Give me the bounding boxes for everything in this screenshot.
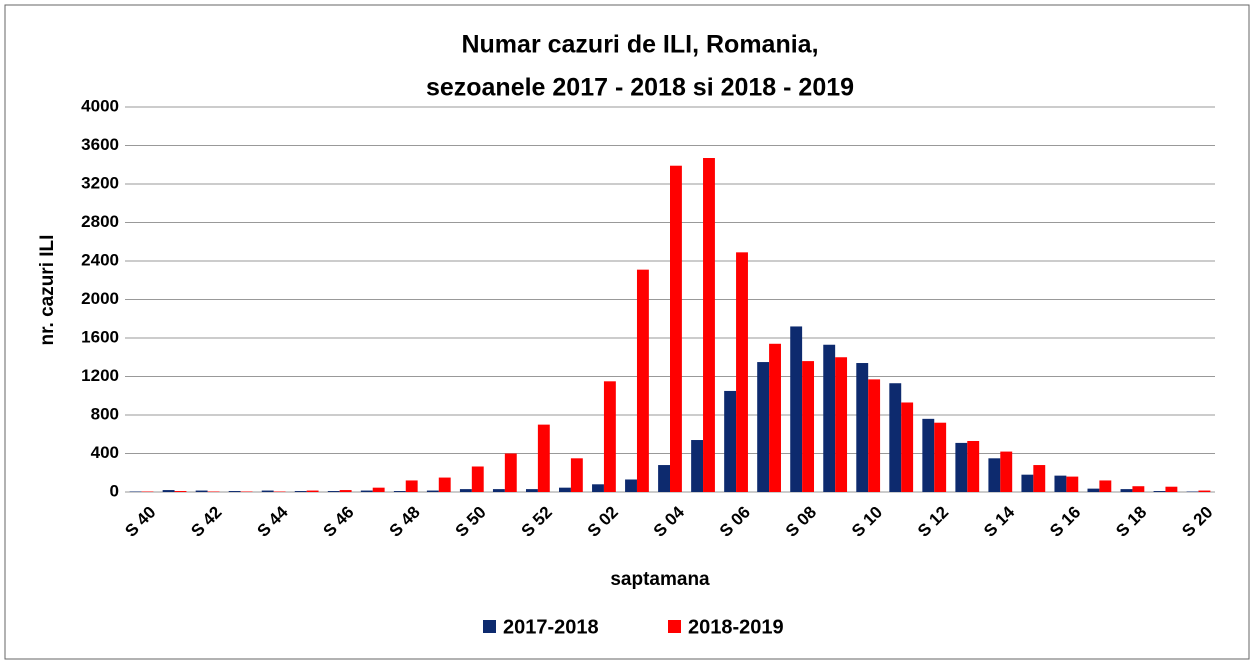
legend-label: 2017-2018 xyxy=(503,616,599,638)
bar xyxy=(691,440,704,492)
bar xyxy=(901,402,914,492)
y-tick-label: 800 xyxy=(91,404,119,423)
bar xyxy=(1087,488,1100,492)
bar xyxy=(988,458,1001,492)
bar xyxy=(1132,486,1145,492)
bar xyxy=(559,487,571,492)
bar xyxy=(1021,474,1034,492)
bar xyxy=(592,484,604,492)
bar xyxy=(703,158,715,492)
bar xyxy=(603,381,616,492)
y-tick-label: 2400 xyxy=(81,250,119,269)
bar xyxy=(636,269,649,492)
bar xyxy=(405,480,418,492)
bar xyxy=(1000,451,1013,492)
bar xyxy=(174,491,187,492)
bar xyxy=(471,466,484,492)
bar xyxy=(492,489,505,492)
bar xyxy=(306,490,319,492)
bar xyxy=(1153,491,1166,492)
legend-swatch xyxy=(668,620,681,633)
bar xyxy=(835,357,848,492)
bar xyxy=(790,326,803,492)
y-tick-label: 1200 xyxy=(81,366,119,385)
bar xyxy=(339,490,352,492)
legend-label: 2018-2019 xyxy=(688,616,784,638)
bar xyxy=(757,362,770,492)
bar xyxy=(889,383,902,492)
bar xyxy=(724,390,737,492)
bar xyxy=(525,489,538,492)
bar xyxy=(1033,465,1046,492)
bar xyxy=(294,491,307,492)
bar xyxy=(162,490,175,492)
legend-swatch xyxy=(483,620,496,633)
bar xyxy=(537,424,550,492)
y-tick-label: 2000 xyxy=(81,289,119,308)
bar xyxy=(426,490,439,492)
bar xyxy=(670,165,682,492)
bar xyxy=(393,491,406,492)
y-tick-label: 4000 xyxy=(81,96,119,115)
x-axis-label: saptamana xyxy=(610,569,710,590)
y-tick-label: 2800 xyxy=(81,212,119,231)
bar xyxy=(504,453,517,492)
bar xyxy=(1099,480,1112,492)
bar xyxy=(625,479,637,492)
bar xyxy=(261,490,274,492)
bar xyxy=(360,490,373,492)
bar xyxy=(1165,486,1178,492)
bar xyxy=(736,252,748,492)
bar xyxy=(1066,476,1079,492)
y-tick-label: 0 xyxy=(110,481,119,500)
bar xyxy=(868,379,881,492)
y-tick-label: 400 xyxy=(91,443,119,462)
bar xyxy=(1120,489,1133,492)
y-axis-label: nr. cazuri ILI xyxy=(37,235,58,346)
bar xyxy=(934,422,947,492)
y-tick-label: 3600 xyxy=(81,135,119,154)
bar xyxy=(438,477,451,492)
bar xyxy=(769,343,781,492)
chart-border xyxy=(4,4,1250,660)
y-tick-label: 1600 xyxy=(81,327,119,346)
bar xyxy=(802,361,815,492)
bar xyxy=(459,489,472,492)
y-tick-label: 3200 xyxy=(81,173,119,192)
bar xyxy=(1198,490,1211,492)
bar xyxy=(823,344,836,492)
bar xyxy=(955,442,968,492)
bar xyxy=(228,491,241,492)
bar xyxy=(570,458,583,492)
bar xyxy=(1054,475,1067,492)
bar xyxy=(195,490,208,492)
bar xyxy=(658,465,670,492)
bar xyxy=(922,418,935,492)
chart-title: Numar cazuri de ILI, Romania, xyxy=(461,31,818,59)
chart-title: sezoanele 2017 - 2018 si 2018 - 2019 xyxy=(426,74,854,102)
bar xyxy=(856,363,869,492)
bar xyxy=(967,440,980,492)
bar xyxy=(372,487,385,492)
bar xyxy=(327,491,340,492)
